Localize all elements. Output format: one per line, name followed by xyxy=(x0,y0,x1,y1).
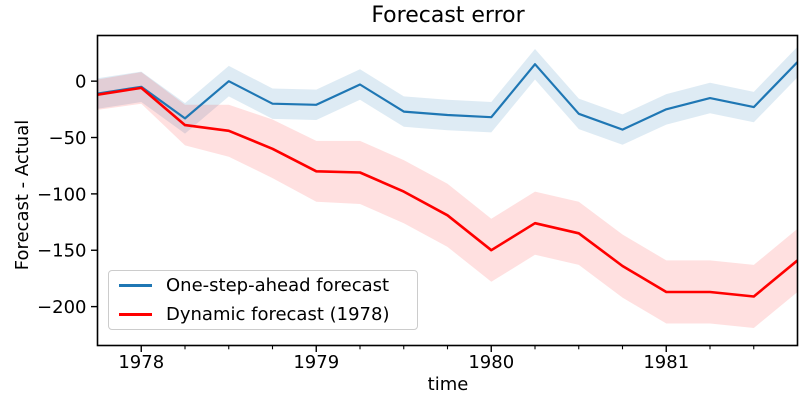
dynamic-line-swatch-icon xyxy=(119,313,152,316)
y-tick-label: −200 xyxy=(37,297,86,318)
forecast-line-0 xyxy=(97,61,798,131)
confidence-band-0 xyxy=(97,46,798,145)
x-tick-label: 1979 xyxy=(293,352,339,373)
legend: One-step-ahead forecast Dynamic forecast… xyxy=(108,270,418,330)
legend-label-one-step: One-step-ahead forecast xyxy=(166,274,390,296)
y-tick-label: −50 xyxy=(49,128,87,149)
legend-label-dynamic: Dynamic forecast (1978) xyxy=(166,303,390,325)
x-tick-label: 1980 xyxy=(468,352,514,373)
legend-item-dynamic: Dynamic forecast (1978) xyxy=(119,304,407,326)
x-tick-label: 1978 xyxy=(118,352,164,373)
forecast-line-1 xyxy=(97,86,798,298)
one-step-line-swatch-icon xyxy=(119,284,152,287)
y-tick-label: −150 xyxy=(37,241,86,262)
y-tick-label: 0 xyxy=(75,72,86,93)
x-axis-label: time xyxy=(427,374,469,395)
chart-title: Forecast error xyxy=(371,3,525,28)
y-tick-label: −100 xyxy=(37,184,86,205)
y-axis-label: Forecast - Actual xyxy=(12,119,33,271)
confidence-band-1 xyxy=(97,72,798,328)
x-tick-label: 1981 xyxy=(643,352,689,373)
legend-item-one-step: One-step-ahead forecast xyxy=(119,275,407,297)
